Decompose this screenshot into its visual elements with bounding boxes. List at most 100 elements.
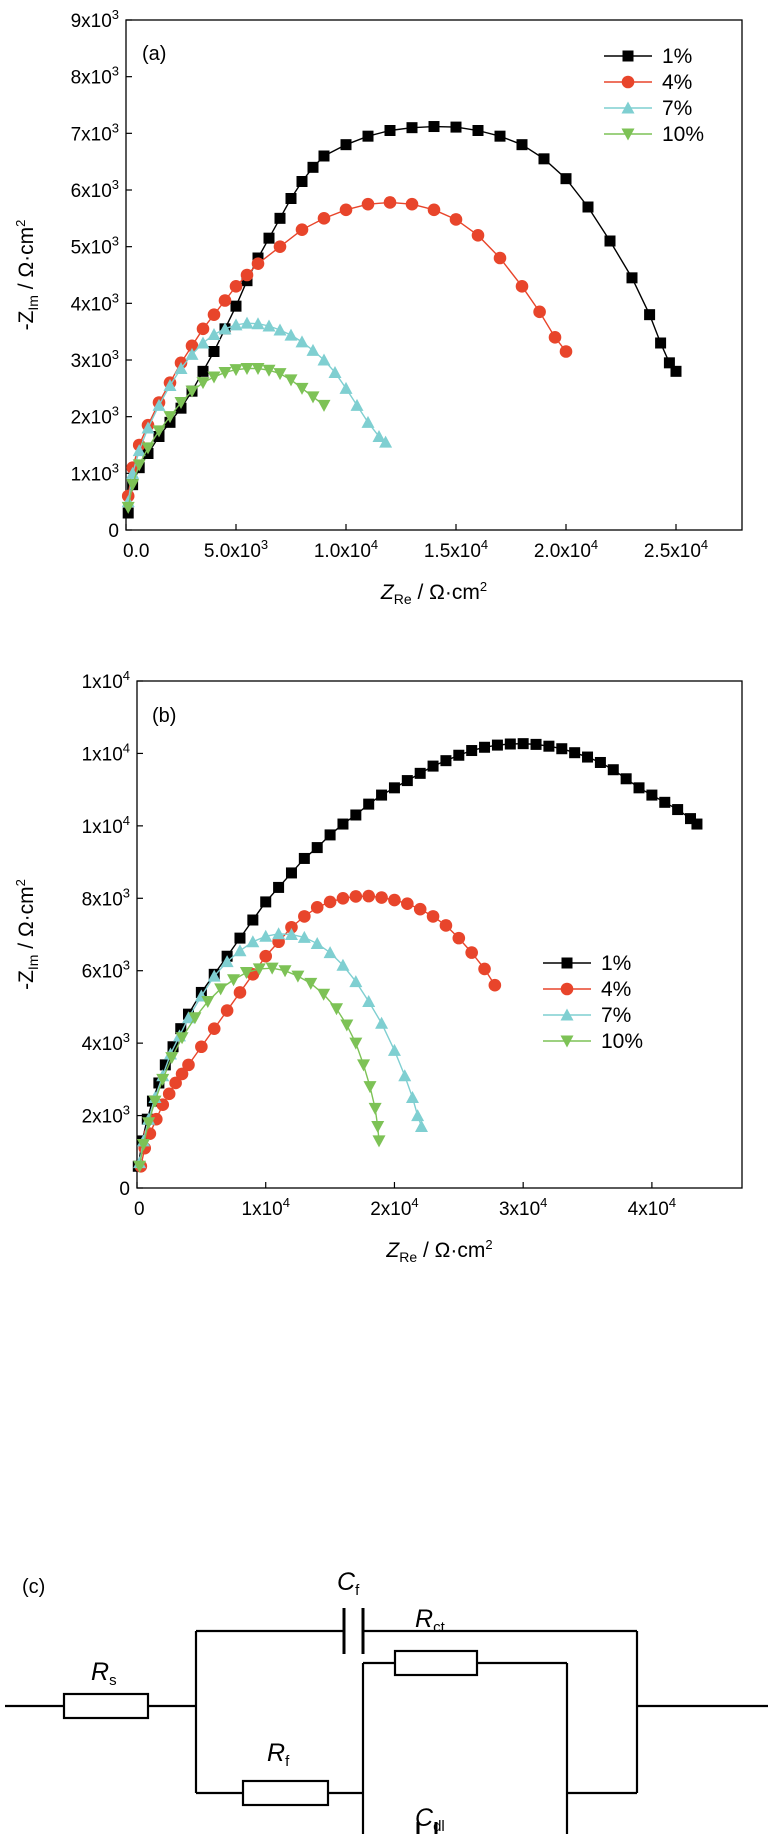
data-point (560, 173, 572, 185)
data-point (207, 308, 221, 321)
data-point (375, 891, 388, 904)
data-point (142, 1117, 156, 1130)
data-point (208, 346, 220, 357)
x-tick-label: 1x104 (242, 1195, 290, 1220)
legend-label: 4% (662, 71, 692, 94)
data-point (262, 364, 276, 377)
data-point (285, 867, 297, 879)
data-point (263, 232, 275, 244)
chart-panel-a: 0.0 5.0x103 1.0x104 1.5x104 2.0x104 2.5x104 0 1… (13, 7, 743, 607)
series-4% (134, 889, 502, 1173)
circuit-panel-label: (c) (22, 1576, 45, 1598)
data-point (376, 789, 388, 801)
legend-label: 7% (662, 97, 692, 120)
data-point (141, 421, 155, 434)
y-axis-label: -ZIm / Ω·cm2 (13, 879, 41, 990)
legend-marker (621, 101, 635, 114)
data-point (494, 130, 506, 142)
data-point (533, 305, 546, 319)
legend-item: 7% (604, 97, 692, 120)
data-point (240, 363, 254, 375)
data-point (273, 240, 287, 253)
data-point (604, 235, 616, 247)
data-point (273, 323, 287, 336)
data-point (260, 896, 272, 908)
data-point (517, 738, 529, 750)
data-point (306, 391, 320, 404)
circuit-wires (5, 1629, 768, 1834)
data-point (273, 881, 285, 893)
data-point (663, 357, 675, 369)
x-tick-label: 5.0x103 (204, 537, 268, 562)
y-axis-label: -ZIm / Ω·cm2 (13, 220, 41, 331)
data-point (349, 1037, 363, 1050)
legend-label: 4% (601, 978, 631, 1001)
data-point (450, 121, 462, 133)
data-point (349, 890, 363, 903)
data-point (318, 150, 330, 162)
data-point (227, 974, 241, 987)
x-tick-label: 2x104 (370, 1195, 418, 1220)
data-point (556, 743, 568, 755)
label-cf: Cf (337, 1568, 360, 1599)
legend-label: 10% (601, 1030, 643, 1053)
data-point (317, 988, 331, 1001)
data-point (229, 364, 243, 377)
data-point (449, 213, 463, 226)
data-point (295, 382, 309, 395)
data-point (121, 501, 135, 514)
series-7% (121, 316, 393, 508)
data-point (251, 363, 265, 375)
data-point (233, 944, 247, 957)
data-point (159, 1059, 171, 1071)
y-tick-label: 7x103 (71, 120, 119, 145)
data-point (452, 931, 466, 945)
plot-frame (136, 680, 743, 1189)
data-point (265, 962, 279, 975)
data-point (357, 1059, 371, 1072)
data-point (174, 362, 188, 374)
data-point (644, 309, 656, 321)
panel-label: (a) (142, 43, 166, 65)
resistor-rct (393, 1649, 479, 1677)
data-point (559, 345, 573, 358)
data-point (594, 756, 606, 768)
x-tick-label: 1.0x104 (314, 537, 378, 562)
y-tick-label: 8x103 (71, 64, 119, 89)
data-point (252, 963, 266, 976)
data-point (411, 1109, 425, 1122)
data-point (296, 176, 308, 187)
data-point (375, 1016, 389, 1029)
data-point (388, 782, 400, 794)
data-point (646, 789, 658, 801)
capacitor-cdl (416, 1822, 438, 1834)
data-point (548, 331, 562, 344)
legend-marker (622, 50, 634, 62)
data-point (620, 773, 632, 785)
x-axis-label: ZRe / Ω·cm2 (380, 579, 487, 607)
data-point (181, 1011, 195, 1024)
series-line (138, 933, 423, 1163)
y-tick-label: 1x104 (82, 668, 130, 693)
data-point (372, 430, 386, 442)
data-point (582, 201, 594, 213)
data-point (379, 435, 393, 448)
data-point (152, 398, 166, 411)
data-point (188, 1012, 202, 1025)
data-point (175, 1023, 187, 1035)
data-point (285, 193, 297, 204)
data-point (363, 798, 375, 810)
data-point (126, 479, 140, 492)
data-point (233, 986, 247, 999)
data-point (295, 223, 309, 236)
x-tick-label: 4x104 (628, 1195, 676, 1220)
panel-label: (b) (152, 705, 176, 727)
legend-item: 4% (543, 978, 631, 1001)
x-tick-label: 1.5x104 (424, 537, 488, 562)
data-point (195, 1040, 208, 1054)
data-point (298, 852, 310, 864)
data-point (466, 745, 478, 757)
legend-marker (621, 75, 635, 89)
data-point (368, 1102, 382, 1115)
y-tick-label: 6x103 (82, 958, 130, 983)
